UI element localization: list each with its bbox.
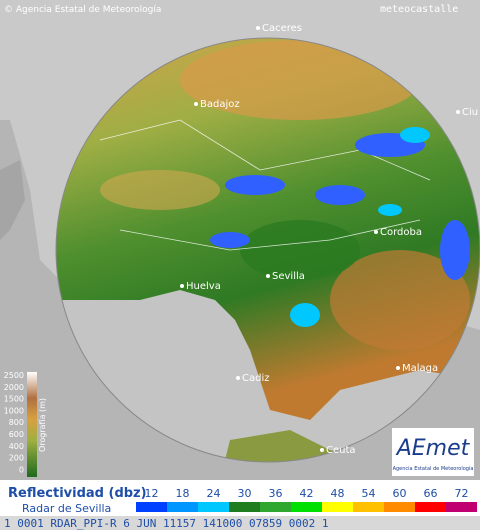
scale-label: 66 — [424, 487, 438, 500]
scale-swatch — [353, 502, 384, 512]
city-dot — [456, 110, 460, 114]
orography-level: 600 — [9, 430, 24, 439]
city-label: Caceres — [262, 23, 302, 34]
city-label: Huelva — [186, 281, 221, 292]
scale-swatch — [291, 502, 322, 512]
scale-label: 24 — [207, 487, 221, 500]
legend-subtitle: Radar de Sevilla — [22, 502, 111, 515]
scale-swatch — [198, 502, 229, 512]
city-dot — [180, 284, 184, 288]
city-dot — [396, 366, 400, 370]
scale-label: 54 — [362, 487, 376, 500]
scale-label: 60 — [393, 487, 407, 500]
city-label: Cadiz — [242, 373, 270, 384]
city-label: Cordoba — [380, 227, 422, 238]
sea — [0, 160, 25, 240]
city-label: Ceuta — [326, 445, 356, 456]
site: meteocastalle — [380, 4, 458, 15]
city-dot — [374, 230, 378, 234]
city-dot — [266, 274, 270, 278]
range-ring — [55, 37, 480, 463]
city-dot — [320, 448, 324, 452]
city-label: Malaga — [402, 363, 438, 374]
scale-label: 48 — [331, 487, 345, 500]
city-label: Sevilla — [272, 271, 305, 282]
scale-swatch — [415, 502, 446, 512]
orography-level: 800 — [9, 418, 24, 427]
scale-label: 72 — [455, 487, 469, 500]
orography-level: 1500 — [4, 395, 24, 404]
footer-text: 1 0001 RDAR_PPI-R 6 JUN 11157 141000 078… — [4, 517, 329, 530]
scale-swatch — [229, 502, 260, 512]
city-label: Ciu — [462, 107, 478, 118]
orography-level: 1000 — [4, 406, 24, 415]
scale-swatch — [322, 502, 353, 512]
logo-name: AEmet — [395, 436, 471, 461]
orography-level: 2000 — [4, 383, 24, 392]
city-dot — [194, 102, 198, 106]
city-labels: Caceres Badajoz Ciu Cordoba Sevilla Huelva Cad… — [180, 23, 478, 456]
scale-swatch — [260, 502, 291, 512]
city-dot — [256, 26, 260, 30]
scale-swatch — [167, 502, 198, 512]
terrain — [56, 38, 480, 462]
scale-label: 30 — [238, 487, 252, 500]
legend-title: Reflectividad (dbz) — [8, 486, 147, 501]
orography-level: 200 — [9, 454, 24, 463]
logo-box — [392, 428, 474, 476]
city-dot — [236, 376, 240, 380]
credit: © Agencia Estatal de Meteorología — [4, 5, 161, 15]
orography-level: 400 — [9, 442, 24, 451]
scale-label: 12 — [145, 487, 159, 500]
orography-title: Orografía (m) — [38, 398, 47, 452]
footer-bar — [0, 516, 480, 530]
scale-label: 18 — [176, 487, 190, 500]
scale-label: 42 — [300, 487, 314, 500]
orography-level: 0 — [19, 465, 24, 474]
scale-swatch — [446, 502, 477, 512]
orography-bar — [27, 372, 37, 477]
city-label: Badajoz — [200, 99, 240, 110]
scale-label: 36 — [269, 487, 283, 500]
scale-swatch — [136, 502, 167, 512]
orography-level: 2500 — [4, 371, 24, 380]
legend-scale: 12 18 24 30 36 42 48 54 60 66 72 — [136, 487, 477, 512]
logo-subtitle: Agencia Estatal de Meteorología — [393, 465, 474, 472]
radar-echoes — [210, 127, 470, 327]
scale-swatch — [384, 502, 415, 512]
